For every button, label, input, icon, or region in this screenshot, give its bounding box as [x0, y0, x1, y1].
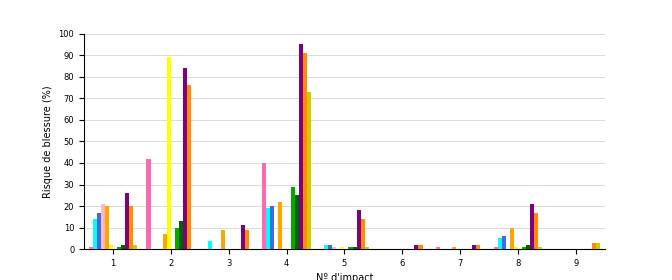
Bar [187, 85, 191, 249]
Bar [163, 234, 167, 249]
Bar [167, 57, 171, 249]
Bar [514, 247, 518, 249]
Bar [328, 245, 332, 249]
Bar [278, 202, 282, 249]
Bar [101, 204, 105, 249]
Bar [133, 245, 137, 249]
Bar [419, 245, 423, 249]
Bar [179, 221, 183, 249]
Bar [262, 163, 266, 249]
Bar [121, 245, 125, 249]
Bar [125, 193, 129, 249]
Bar [494, 247, 498, 249]
Bar [361, 219, 365, 249]
Bar [526, 245, 530, 249]
Bar [472, 245, 476, 249]
Bar [340, 247, 345, 249]
Bar [220, 230, 224, 249]
Bar [530, 204, 534, 249]
Bar [365, 247, 369, 249]
Bar [436, 247, 440, 249]
Bar [241, 225, 245, 249]
Bar [498, 239, 502, 249]
Bar [175, 228, 179, 249]
Bar [93, 219, 97, 249]
Bar [353, 247, 357, 249]
Bar [245, 230, 249, 249]
Bar [290, 187, 294, 249]
Bar [502, 236, 506, 249]
Bar [298, 44, 303, 249]
Bar [510, 228, 514, 249]
Bar [109, 245, 113, 249]
Bar [117, 247, 121, 249]
Bar [592, 243, 596, 249]
Bar [324, 245, 328, 249]
Bar [105, 206, 109, 249]
Bar [294, 195, 298, 249]
Bar [596, 243, 600, 249]
Bar [534, 213, 538, 249]
Bar [129, 206, 133, 249]
Bar [303, 53, 307, 249]
Bar [208, 241, 212, 249]
X-axis label: Nº d'impact: Nº d'impact [316, 274, 373, 280]
Bar [307, 92, 311, 249]
Bar [522, 247, 526, 249]
Bar [332, 247, 336, 249]
Bar [146, 159, 151, 249]
Y-axis label: Risque de blessure (%): Risque de blessure (%) [43, 85, 53, 198]
Bar [183, 68, 187, 249]
Bar [270, 206, 274, 249]
Bar [452, 247, 456, 249]
Bar [349, 247, 353, 249]
Bar [357, 210, 361, 249]
Bar [415, 245, 419, 249]
Bar [266, 208, 270, 249]
Bar [476, 245, 480, 249]
Bar [89, 247, 93, 249]
Bar [538, 247, 542, 249]
Bar [97, 213, 101, 249]
